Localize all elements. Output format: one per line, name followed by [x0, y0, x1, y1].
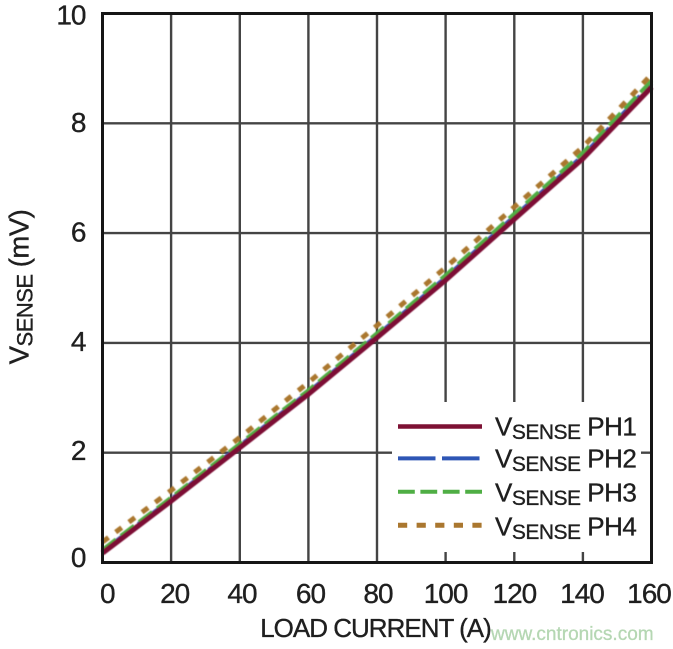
- svg-text:60: 60: [296, 578, 326, 609]
- svg-text:2: 2: [71, 435, 86, 466]
- svg-text:10: 10: [56, 0, 86, 31]
- svg-text:8: 8: [71, 107, 86, 138]
- svg-text:160: 160: [627, 578, 671, 609]
- svg-text:120: 120: [493, 578, 537, 609]
- svg-text:0: 0: [100, 578, 115, 609]
- svg-text:80: 80: [363, 578, 393, 609]
- svg-text:100: 100: [424, 578, 468, 609]
- svg-text:0: 0: [71, 542, 86, 573]
- svg-text:VSENSE PH1: VSENSE PH1: [495, 412, 636, 445]
- svg-text:VSENSE PH3: VSENSE PH3: [495, 477, 636, 510]
- svg-text:40: 40: [227, 578, 257, 609]
- svg-text:www.cntronics.com: www.cntronics.com: [490, 624, 654, 645]
- svg-text:6: 6: [71, 216, 86, 247]
- svg-text:4: 4: [71, 326, 86, 357]
- svg-text:LOAD CURRENT (A): LOAD CURRENT (A): [260, 613, 491, 643]
- svg-text:140: 140: [560, 578, 604, 609]
- svg-text:20: 20: [160, 578, 190, 609]
